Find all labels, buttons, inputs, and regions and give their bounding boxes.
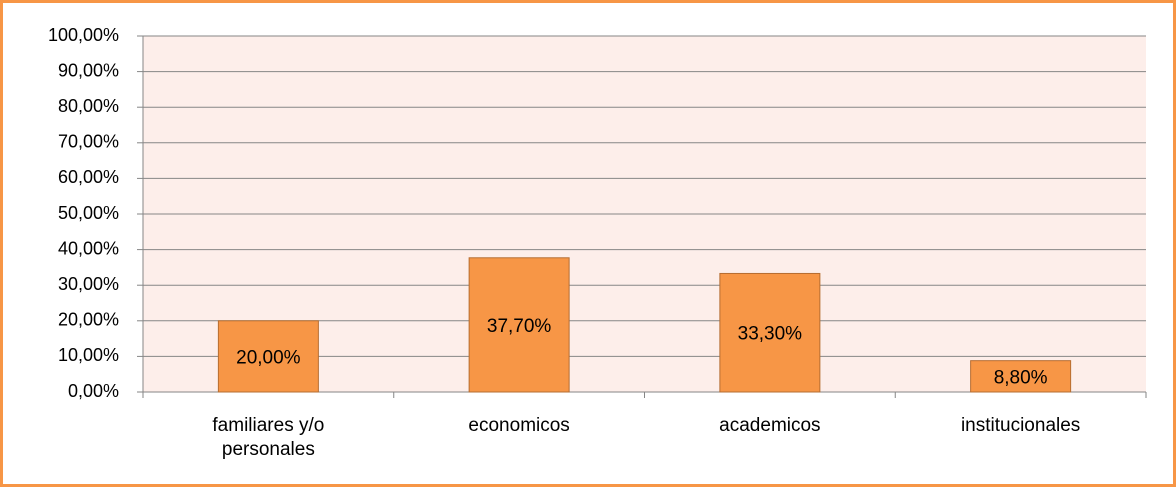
- y-tick-label: 30,00%: [58, 274, 119, 294]
- x-tick-label: economicos: [468, 415, 570, 436]
- y-tick-label: 60,00%: [58, 167, 119, 187]
- y-tick-label: 70,00%: [58, 132, 119, 152]
- x-tick-label: institucionales: [960, 415, 1081, 436]
- y-tick-label: 10,00%: [58, 345, 119, 365]
- chart: 0,00% 10,00% 20,00% 30,00% 40,00% 50,00% 60,00…: [48, 25, 1147, 401]
- y-tick-label: 0,00%: [68, 381, 119, 401]
- data-label: 20,00%: [236, 347, 301, 368]
- y-tick-label: 40,00%: [58, 238, 119, 258]
- data-label: 33,30%: [738, 324, 803, 345]
- y-tick-label: 80,00%: [58, 96, 119, 116]
- bar: [719, 272, 821, 393]
- data-label: 37,70%: [487, 316, 552, 337]
- y-tick-label: 50,00%: [58, 203, 119, 223]
- y-tick-label: 90,00%: [58, 60, 119, 80]
- y-tick-label: 20,00%: [58, 310, 119, 330]
- x-tick-label: academicos: [719, 415, 821, 436]
- bar: [468, 257, 570, 393]
- data-label: 8,80%: [994, 367, 1048, 388]
- bar: [970, 360, 1072, 393]
- y-tick-label: 100,00%: [48, 25, 119, 45]
- x-tick-label: familiares y/o personales: [212, 415, 325, 460]
- bar: [217, 320, 319, 393]
